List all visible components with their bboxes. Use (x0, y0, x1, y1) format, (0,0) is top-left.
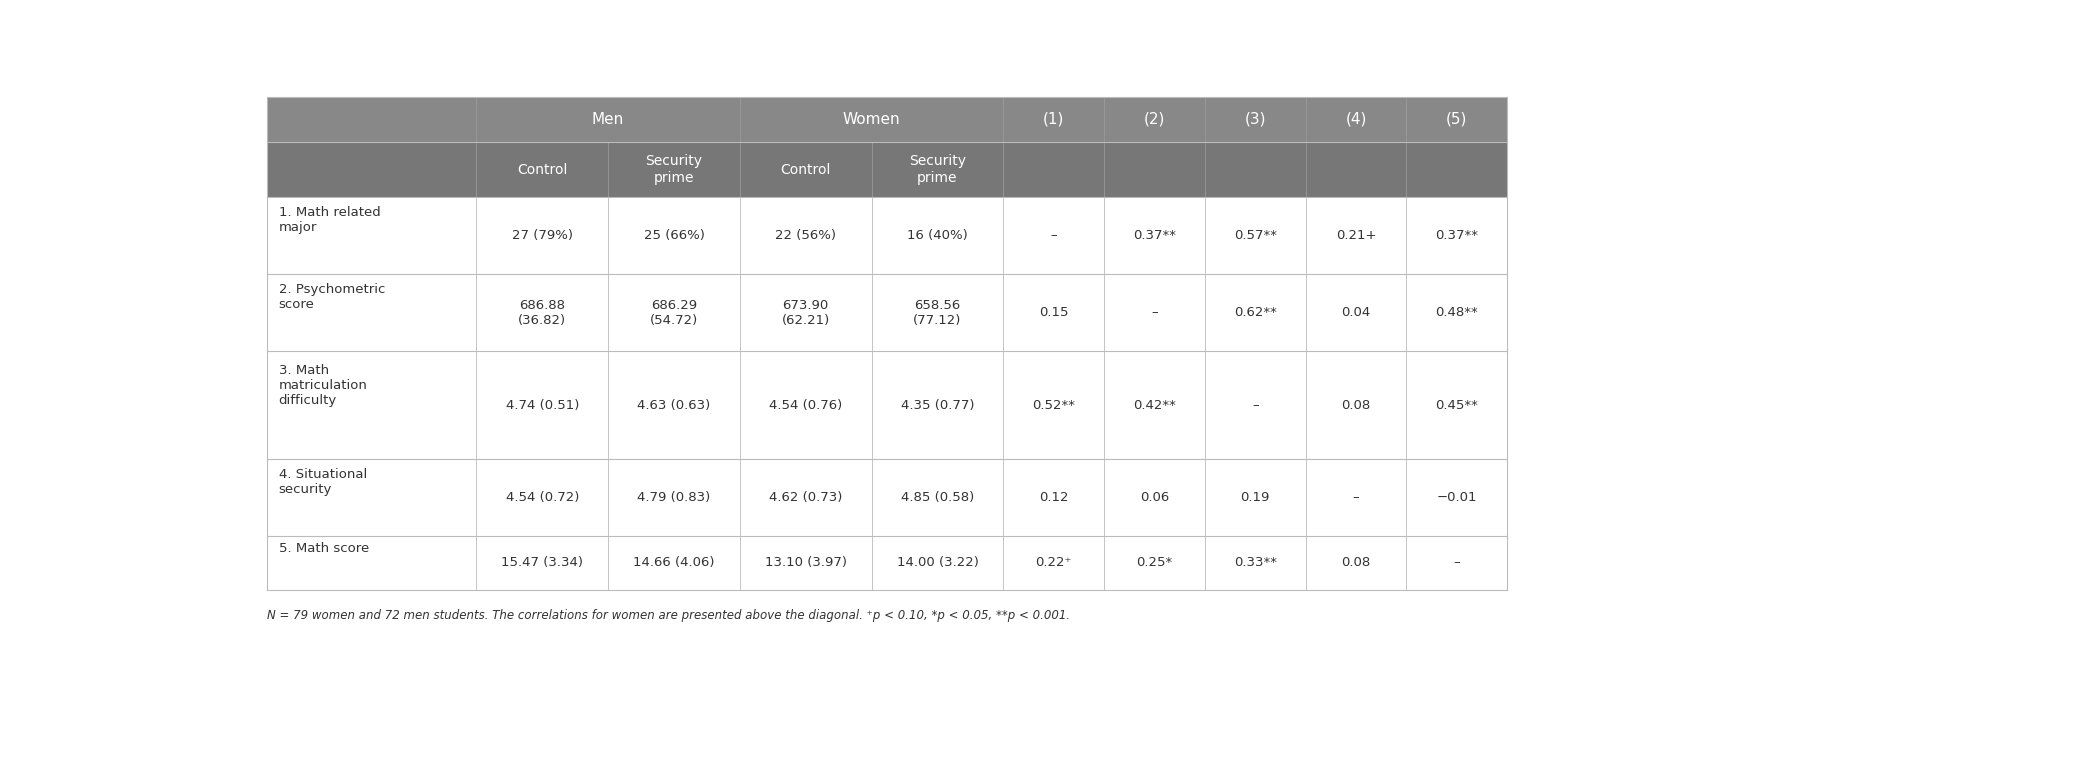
Text: 0.37**: 0.37** (1436, 229, 1478, 243)
Text: 0.12: 0.12 (1039, 491, 1069, 504)
Text: 658.56
(77.12): 658.56 (77.12) (914, 299, 962, 327)
Text: Security
prime: Security prime (645, 155, 703, 185)
Text: 5. Math score: 5. Math score (280, 543, 369, 556)
Text: (1): (1) (1044, 112, 1064, 127)
Text: 0.62**: 0.62** (1233, 306, 1277, 319)
Text: 686.88
(36.82): 686.88 (36.82) (518, 299, 566, 327)
Text: 27 (79%): 27 (79%) (511, 229, 572, 243)
Text: 0.48**: 0.48** (1436, 306, 1478, 319)
Bar (267, 459, 1507, 536)
Text: (4): (4) (1346, 112, 1367, 127)
Text: Security
prime: Security prime (910, 155, 966, 185)
Bar (267, 536, 1507, 590)
Text: Men: Men (593, 112, 624, 127)
Bar (267, 97, 1507, 142)
Text: 673.90
(62.21): 673.90 (62.21) (781, 299, 831, 327)
Text: 2. Psychometric
score: 2. Psychometric score (280, 283, 386, 312)
Text: 0.52**: 0.52** (1033, 399, 1075, 412)
Text: 14.66 (4.06): 14.66 (4.06) (632, 556, 714, 569)
Text: 16 (40%): 16 (40%) (908, 229, 968, 243)
Text: 0.08: 0.08 (1342, 556, 1371, 569)
Text: 4. Situational
security: 4. Situational security (280, 468, 367, 496)
Text: 686.29
(54.72): 686.29 (54.72) (649, 299, 697, 327)
Bar (267, 142, 1507, 197)
Text: Control: Control (781, 162, 831, 177)
Text: 4.79 (0.83): 4.79 (0.83) (637, 491, 710, 504)
Text: 0.25*: 0.25* (1135, 556, 1173, 569)
Text: 3. Math
matriculation
difficulty: 3. Math matriculation difficulty (280, 364, 367, 407)
Text: (3): (3) (1244, 112, 1267, 127)
Text: –: – (1352, 491, 1359, 504)
Bar (267, 197, 1507, 274)
Text: 13.10 (3.97): 13.10 (3.97) (764, 556, 847, 569)
Text: 0.04: 0.04 (1342, 306, 1371, 319)
Text: 0.06: 0.06 (1140, 491, 1169, 504)
Text: 4.62 (0.73): 4.62 (0.73) (768, 491, 843, 504)
Bar (267, 351, 1507, 459)
Text: 0.42**: 0.42** (1133, 399, 1175, 412)
Text: 0.33**: 0.33** (1233, 556, 1277, 569)
Text: 4.85 (0.58): 4.85 (0.58) (902, 491, 975, 504)
Text: (2): (2) (1144, 112, 1165, 127)
Text: 14.00 (3.22): 14.00 (3.22) (897, 556, 979, 569)
Text: 4.74 (0.51): 4.74 (0.51) (505, 399, 578, 412)
Text: 22 (56%): 22 (56%) (774, 229, 837, 243)
Text: 0.08: 0.08 (1342, 399, 1371, 412)
Text: 4.63 (0.63): 4.63 (0.63) (637, 399, 710, 412)
Text: 1. Math related
major: 1. Math related major (280, 206, 380, 234)
Text: Women: Women (843, 112, 899, 127)
Text: 0.45**: 0.45** (1436, 399, 1478, 412)
Text: 0.37**: 0.37** (1133, 229, 1175, 243)
Text: 4.35 (0.77): 4.35 (0.77) (902, 399, 975, 412)
Text: –: – (1252, 399, 1258, 412)
Text: 0.21+: 0.21+ (1336, 229, 1375, 243)
Text: 0.15: 0.15 (1039, 306, 1069, 319)
Text: Control: Control (518, 162, 568, 177)
Text: –: – (1453, 556, 1461, 569)
Text: −0.01: −0.01 (1436, 491, 1478, 504)
Text: 4.54 (0.76): 4.54 (0.76) (770, 399, 843, 412)
Text: –: – (1050, 229, 1056, 243)
Text: 0.22⁺: 0.22⁺ (1035, 556, 1073, 569)
Text: –: – (1152, 306, 1158, 319)
Text: 0.57**: 0.57** (1233, 229, 1277, 243)
Text: 25 (66%): 25 (66%) (643, 229, 705, 243)
Text: 0.19: 0.19 (1240, 491, 1269, 504)
Text: (5): (5) (1446, 112, 1467, 127)
Text: 4.54 (0.72): 4.54 (0.72) (505, 491, 578, 504)
Text: 15.47 (3.34): 15.47 (3.34) (501, 556, 582, 569)
Bar (267, 274, 1507, 351)
Text: N = 79 women and 72 men students. The correlations for women are presented above: N = 79 women and 72 men students. The co… (267, 609, 1071, 622)
